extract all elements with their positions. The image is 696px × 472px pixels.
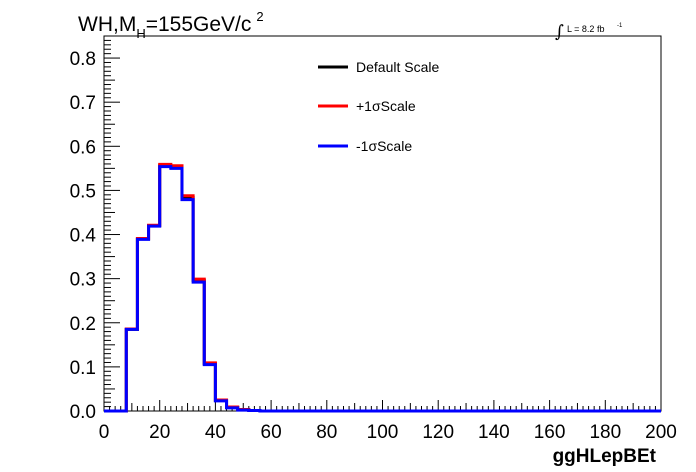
- x-tick-label: 0: [99, 422, 110, 443]
- y-tick-label: 0.3: [70, 270, 96, 291]
- x-tick-label: 140: [478, 422, 510, 443]
- x-axis: 0 20 40 60 80 100 120 140 160 180 200: [99, 400, 677, 443]
- series-line-0: [104, 164, 661, 413]
- x-tick-label: 180: [589, 422, 621, 443]
- y-axis: 0.0 0.1 0.2 0.3 0.4 0.5 0.6 0.7 0.8: [70, 35, 120, 423]
- plot-frame: [103, 35, 662, 412]
- legend-label: -1σScale: [356, 138, 412, 154]
- x-tick-label: 20: [149, 422, 170, 443]
- y-tick-label: 0.1: [70, 358, 96, 379]
- x-axis-label: ggHLepBEt: [553, 446, 657, 467]
- chart-title: WH,MH=155GeV/c 2: [78, 9, 264, 41]
- legend: Default Scale +1σScale -1σScale: [318, 59, 439, 154]
- x-tick-label: 40: [205, 422, 226, 443]
- y-tick-label: 0.6: [70, 137, 96, 158]
- y-tick-label: 0.5: [70, 181, 96, 202]
- y-tick-label: 0.4: [70, 226, 97, 247]
- x-tick-label: 100: [367, 422, 399, 443]
- luminosity-exponent: -1: [617, 23, 623, 29]
- integral-symbol: ∫: [555, 22, 564, 42]
- x-tick-label: 60: [261, 422, 282, 443]
- x-tick-label: 120: [422, 422, 454, 443]
- legend-label: Default Scale: [356, 59, 439, 75]
- x-tick-label: 200: [645, 422, 677, 443]
- y-tick-label: 0.7: [70, 93, 96, 114]
- series-line-1: [104, 162, 661, 413]
- y-tick-label: 0.0: [70, 402, 96, 423]
- series-line-2: [104, 165, 661, 413]
- x-tick-label: 80: [316, 422, 337, 443]
- luminosity-text: L = 8.2 fb: [567, 24, 604, 34]
- series-layer: [104, 162, 661, 413]
- legend-label: +1σScale: [356, 98, 416, 114]
- y-tick-label: 0.8: [70, 49, 96, 70]
- x-tick-label: 160: [534, 422, 566, 443]
- y-tick-label: 0.2: [70, 314, 96, 335]
